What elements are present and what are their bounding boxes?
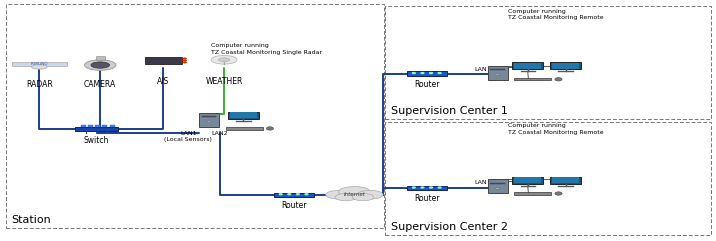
Circle shape — [421, 73, 424, 74]
Text: Router: Router — [414, 80, 440, 88]
Circle shape — [296, 194, 299, 195]
Bar — [102, 125, 107, 127]
FancyBboxPatch shape — [552, 63, 579, 69]
Circle shape — [412, 187, 415, 188]
Text: LAN1
(Local Sensors): LAN1 (Local Sensors) — [165, 131, 212, 142]
Text: WEATHER: WEATHER — [205, 77, 243, 86]
Text: CAMERA: CAMERA — [84, 80, 117, 88]
Circle shape — [305, 194, 308, 195]
Ellipse shape — [266, 127, 274, 130]
Ellipse shape — [555, 192, 562, 195]
Circle shape — [335, 194, 357, 201]
Ellipse shape — [32, 65, 47, 69]
FancyBboxPatch shape — [488, 179, 508, 193]
Circle shape — [430, 73, 432, 74]
Text: LAN2: LAN2 — [211, 131, 228, 136]
Bar — [95, 125, 100, 127]
Text: Computer running
TZ Coastal Monitoring Single Radar: Computer running TZ Coastal Monitoring S… — [211, 43, 322, 54]
Bar — [385, 122, 711, 235]
Circle shape — [211, 55, 237, 64]
Text: Switch: Switch — [84, 136, 110, 145]
Text: LAN: LAN — [474, 181, 487, 185]
Bar — [6, 4, 384, 228]
Circle shape — [91, 62, 110, 68]
Bar — [202, 116, 216, 117]
FancyBboxPatch shape — [552, 177, 579, 183]
Text: FURUNO: FURUNO — [31, 62, 48, 66]
FancyBboxPatch shape — [228, 112, 259, 119]
Text: Supervision Center 1: Supervision Center 1 — [391, 107, 508, 116]
Circle shape — [438, 187, 441, 188]
Text: Internet: Internet — [344, 193, 365, 197]
Text: AIS: AIS — [157, 77, 170, 86]
Circle shape — [279, 194, 282, 195]
Bar — [88, 125, 93, 127]
Bar — [490, 183, 505, 184]
Circle shape — [438, 73, 441, 74]
Bar — [12, 62, 67, 66]
Bar — [490, 69, 505, 70]
FancyBboxPatch shape — [226, 127, 263, 130]
Text: Supervision Center 2: Supervision Center 2 — [391, 222, 508, 232]
Text: Router: Router — [414, 194, 440, 203]
FancyBboxPatch shape — [512, 62, 543, 69]
FancyBboxPatch shape — [550, 62, 581, 69]
Bar — [385, 6, 711, 119]
Circle shape — [183, 60, 187, 61]
FancyBboxPatch shape — [512, 177, 543, 184]
Circle shape — [326, 190, 352, 199]
Bar — [81, 125, 86, 127]
FancyBboxPatch shape — [488, 66, 508, 80]
Text: Computer running
TZ Coastal Monitoring Remote: Computer running TZ Coastal Monitoring R… — [508, 123, 604, 134]
FancyBboxPatch shape — [274, 193, 314, 197]
FancyBboxPatch shape — [514, 63, 541, 69]
Circle shape — [218, 58, 230, 62]
FancyBboxPatch shape — [145, 57, 182, 64]
Circle shape — [495, 188, 500, 189]
Text: Router: Router — [281, 201, 306, 210]
Circle shape — [84, 60, 116, 70]
Text: LAN: LAN — [474, 67, 487, 72]
Circle shape — [412, 73, 415, 74]
Bar — [110, 125, 115, 127]
FancyBboxPatch shape — [550, 177, 581, 184]
Circle shape — [352, 194, 374, 201]
Circle shape — [288, 194, 291, 195]
FancyBboxPatch shape — [230, 112, 257, 118]
Circle shape — [183, 58, 187, 59]
Circle shape — [183, 62, 187, 63]
Circle shape — [357, 190, 383, 199]
Circle shape — [430, 187, 432, 188]
FancyBboxPatch shape — [407, 71, 447, 76]
FancyBboxPatch shape — [514, 177, 541, 183]
Text: Computer running
TZ Coastal Monitoring Remote: Computer running TZ Coastal Monitoring R… — [508, 9, 604, 20]
Text: Station: Station — [11, 215, 52, 225]
Circle shape — [421, 187, 424, 188]
Circle shape — [207, 121, 211, 122]
Circle shape — [495, 74, 500, 75]
FancyBboxPatch shape — [407, 186, 447, 190]
Circle shape — [339, 187, 370, 197]
FancyBboxPatch shape — [199, 113, 219, 127]
Bar — [96, 56, 105, 60]
Ellipse shape — [555, 78, 562, 81]
Text: RADAR: RADAR — [26, 80, 53, 88]
FancyBboxPatch shape — [514, 192, 551, 195]
FancyBboxPatch shape — [75, 127, 118, 131]
FancyBboxPatch shape — [514, 78, 551, 80]
